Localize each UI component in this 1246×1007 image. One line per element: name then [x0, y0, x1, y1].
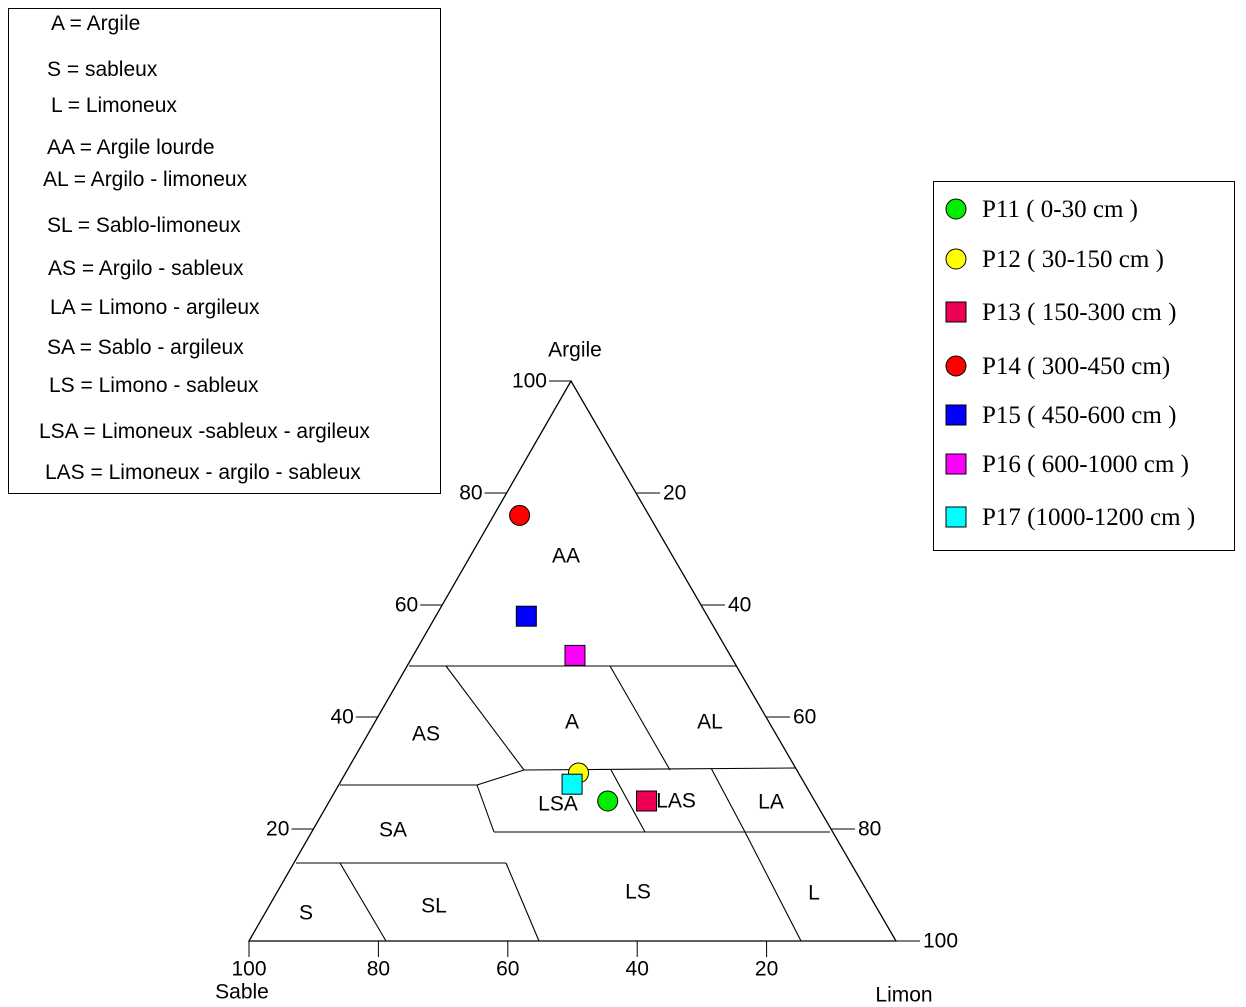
data-point-5	[564, 644, 586, 666]
abbr-la: LA = Limono - argileux	[50, 296, 260, 319]
legend-label: P11 ( 0-30 cm )	[982, 195, 1138, 223]
legend-item: P14 ( 300-450 cm)	[944, 351, 1170, 381]
legend-label: P15 ( 450-600 cm )	[982, 401, 1177, 429]
class-boundary-5	[476, 769, 525, 786]
data-point-0	[597, 790, 619, 812]
abbr-al: AL = Argilo - limoneux	[43, 168, 248, 191]
class-boundary-2	[609, 665, 671, 771]
argile-tick-label-20: 20	[266, 818, 289, 841]
abbr-sa: SA = Sablo - argileux	[47, 336, 244, 359]
sable-tick-label-100: 100	[231, 958, 266, 981]
class-boundary-11	[339, 862, 387, 942]
legend-item: P15 ( 450-600 cm )	[944, 400, 1176, 430]
legend-circle-marker	[945, 355, 967, 377]
axis-title-argile: Argile	[548, 339, 602, 362]
argile-tick-label-80: 80	[459, 482, 482, 505]
abbr-as: AS = Argilo - sableux	[48, 257, 244, 280]
triangle-outline	[247, 379, 898, 942]
legend-item: P16 ( 600-1000 cm )	[944, 449, 1189, 479]
class-label-a: A	[565, 711, 579, 734]
class-label-la: LA	[758, 791, 784, 814]
abbr-s: S = sableux	[47, 58, 158, 81]
class-boundary-4	[476, 784, 495, 833]
abbr-las: LAS = Limoneux - argilo - sableux	[45, 461, 361, 484]
legend-label: P17 (1000-1200 cm )	[982, 503, 1196, 531]
axis-title-sable: Sable	[215, 981, 269, 1004]
legend-item: P11 ( 0-30 cm )	[944, 194, 1138, 224]
abbr-aa: AA = Argile lourde	[47, 136, 215, 159]
class-boundary-7	[610, 769, 646, 833]
class-boundary-12	[505, 862, 540, 942]
abbr-sl: SL = Sablo-limoneux	[47, 214, 241, 237]
data-point-3	[509, 504, 531, 526]
limon-tick-label-80: 80	[858, 818, 881, 841]
class-label-s: S	[299, 902, 313, 925]
class-label-l: L	[808, 882, 820, 905]
legend-label: P14 ( 300-450 cm)	[982, 352, 1171, 380]
series-legend: P11 ( 0-30 cm ) P12 ( 30-150 cm ) P13 ( 15…	[933, 181, 1235, 551]
class-label-sa: SA	[379, 819, 407, 842]
data-point-6	[561, 773, 583, 795]
class-label-al: AL	[697, 711, 723, 734]
class-label-aa: AA	[552, 545, 580, 568]
sable-tick-label-60: 60	[496, 958, 519, 981]
legend-circle-marker	[945, 198, 967, 220]
legend-item: P17 (1000-1200 cm )	[944, 502, 1195, 532]
class-boundary-1	[445, 665, 525, 771]
sable-tick-label-80: 80	[367, 958, 390, 981]
sable-tick-label-20: 20	[755, 958, 778, 981]
legend-label: P13 ( 150-300 cm )	[982, 298, 1177, 326]
legend-label: P12 ( 30-150 cm )	[982, 245, 1164, 273]
limon-tick-label-100: 100	[923, 930, 958, 953]
argile-tick-label-100: 100	[512, 370, 547, 393]
limon-tick-label-20: 20	[663, 482, 686, 505]
legend-square-marker	[945, 404, 967, 426]
limon-tick-label-60: 60	[793, 706, 816, 729]
class-label-lsa: LSA	[538, 793, 578, 816]
class-label-as: AS	[412, 723, 440, 746]
abbr-lsa: LSA = Limoneux -sableux - argileux	[39, 420, 370, 443]
argile-tick-label-60: 60	[395, 594, 418, 617]
legend-label: P16 ( 600-1000 cm )	[982, 450, 1189, 478]
class-label-las: LAS	[656, 790, 696, 813]
legend-square-marker	[945, 301, 967, 323]
class-boundary-8	[710, 767, 746, 833]
data-point-4	[515, 605, 537, 627]
abbreviation-legend: A = Argile S = sableux L = Limoneux AA =…	[8, 8, 441, 494]
abbr-l: L = Limoneux	[51, 94, 177, 117]
class-boundary-13	[744, 831, 802, 942]
legend-square-marker	[945, 506, 967, 528]
legend-square-marker	[945, 453, 967, 475]
legend-item: P12 ( 30-150 cm )	[944, 244, 1164, 274]
data-point-2	[636, 790, 658, 812]
abbr-a: A = Argile	[51, 12, 141, 35]
legend-circle-marker	[945, 248, 967, 270]
class-label-sl: SL	[421, 895, 447, 918]
axis-title-limon: Limon	[875, 984, 932, 1007]
class-label-ls: LS	[625, 881, 651, 904]
sable-tick-label-40: 40	[626, 958, 649, 981]
class-boundary-6	[523, 767, 797, 771]
limon-tick-label-40: 40	[728, 594, 751, 617]
abbr-ls: LS = Limono - sableux	[49, 374, 259, 397]
argile-tick-label-40: 40	[330, 706, 353, 729]
legend-item: P13 ( 150-300 cm )	[944, 297, 1176, 327]
